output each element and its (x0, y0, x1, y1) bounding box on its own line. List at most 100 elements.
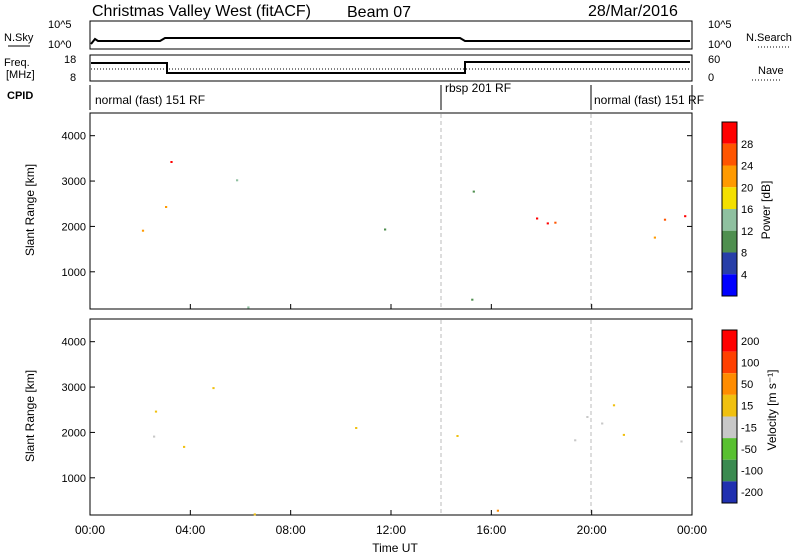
date-label: 28/Mar/2016 (588, 3, 678, 20)
echo-cell (546, 222, 549, 225)
echo-cell (536, 217, 539, 220)
colorbar-swatch (722, 122, 737, 144)
colorbar-tick-label: 20 (741, 182, 753, 194)
echo-cell (574, 439, 577, 442)
colorbar-swatch (722, 416, 737, 439)
echo-region-band_c (236, 179, 239, 182)
ytick-label: 1000 (62, 473, 86, 485)
echo-cell (653, 236, 656, 239)
xtick-label: 08:00 (276, 523, 306, 537)
colorbar-tick-label: 12 (741, 226, 753, 238)
colorbar-swatch (722, 209, 737, 231)
xtick-label: 00:00 (677, 523, 707, 537)
colorbar-tick-label: 24 (741, 161, 753, 173)
colorbar-tick-label: 16 (741, 204, 753, 216)
echo-region-ground_near (253, 509, 499, 516)
colorbar-frame (721, 121, 738, 297)
cpid-segment-2: rbsp 201 RF (445, 81, 511, 95)
colorbar-tick-label: 100 (741, 357, 759, 369)
xtick-label: 20:00 (577, 523, 607, 537)
colorbar-tick-label: 50 (741, 379, 753, 391)
colorbar-swatch (722, 252, 737, 275)
nsky-label: N.Sky (4, 32, 34, 44)
nsky-tick-top-right: 10^5 (708, 19, 732, 31)
echo-cell (496, 509, 499, 512)
nave-tick-bottom: 0 (708, 72, 714, 84)
colorbar-swatch (722, 274, 737, 296)
echo-cell (684, 215, 687, 218)
power-ylabel: Slant Range [km] (23, 164, 37, 256)
ytick-label: 2000 (62, 221, 86, 233)
echo-cell (663, 218, 667, 221)
echo-cell (253, 513, 256, 516)
ytick-label: 3000 (62, 176, 86, 188)
station-title: Christmas Valley West (fitACF) (92, 3, 311, 20)
xtick-label: 04:00 (175, 523, 205, 537)
colorbar-tick-label: -200 (741, 487, 763, 499)
echo-cell (586, 416, 589, 418)
freq-tick-top: 18 (64, 54, 76, 66)
echo-cell (384, 228, 387, 231)
xaxis-label: Time UT (372, 541, 418, 554)
colorbar-swatch (722, 351, 737, 374)
colorbar-frame (721, 329, 738, 504)
nsearch-label: N.Search (746, 32, 792, 44)
colorbar-tick-label: 28 (741, 139, 753, 151)
echo-region-band_e (536, 215, 687, 239)
colorbar-tick-label: 4 (741, 269, 747, 281)
colorbar-swatch (722, 459, 737, 482)
freq-tick-bottom: 8 (70, 72, 76, 84)
ytick-label: 1000 (62, 267, 86, 279)
power-panel: 4000 3000 2000 1000 Slant Range [km] 28 24 20… (23, 112, 773, 310)
time-axis: 00:00 04:00 08:00 12:00 16:00 20:00 00:00 (75, 304, 707, 537)
nsky-tick-bottom-left: 10^0 (48, 39, 72, 51)
echo-region-band_a (141, 206, 168, 232)
echo-region-band_d (472, 190, 475, 193)
echo-cell (165, 206, 168, 208)
ytick-label: 2000 (62, 427, 86, 439)
freq-label-2: [MHz] (6, 69, 35, 81)
echo-region-band_e (574, 404, 683, 443)
colorbar-swatch (722, 143, 737, 166)
echo-region-patch_4 (355, 427, 358, 429)
echo-cell (153, 435, 156, 438)
colorbar-tick-label: 8 (741, 248, 747, 260)
colorbar-swatch (722, 394, 737, 417)
colorbar-swatch (722, 438, 737, 460)
colorbar-swatch (722, 481, 737, 503)
cpid-segment-3: normal (fast) 151 RF (594, 93, 704, 107)
echo-cell (456, 435, 459, 437)
nsky-panel: N.Sky 10^5 10^0 10^5 10^0 N.Search (4, 19, 792, 51)
xtick-label: 16:00 (476, 523, 506, 537)
echo-region-patch_4 (384, 228, 387, 231)
freq-panel: Freq. [MHz] 18 8 60 0 Nave (4, 54, 784, 84)
velocity-panel: 4000 3000 2000 1000 Slant Range [km] 200 100… (23, 318, 779, 516)
cpid-label: CPID (7, 90, 33, 102)
echo-cell (471, 298, 474, 301)
echo-cell (212, 387, 215, 390)
colorbar-swatch (722, 330, 737, 352)
echo-cell (247, 306, 250, 309)
echo-region-band_b (170, 161, 173, 163)
colorbar-tick-label: -15 (741, 422, 757, 434)
echo-cell (141, 229, 145, 232)
xtick-label: 12:00 (376, 523, 406, 537)
echo-region-band_b (183, 445, 186, 448)
echo-region-ground_near (247, 298, 474, 309)
cpid-panel: CPID normal (fast) 151 RF rbsp 201 RF no… (7, 81, 704, 110)
echo-cell (183, 445, 186, 448)
nave-tick-top: 60 (708, 54, 720, 66)
ytick-label: 4000 (62, 131, 86, 143)
ytick-label: 4000 (62, 337, 86, 349)
colorbar-tick-label: -50 (741, 444, 757, 456)
colorbar-swatch (722, 187, 737, 209)
echo-cell (154, 410, 158, 413)
echo-cell (236, 179, 239, 182)
colorbar-swatch (722, 373, 737, 395)
cpid-segment-1: normal (fast) 151 RF (95, 93, 205, 107)
echo-region-band_a (153, 410, 158, 438)
freq-label-1: Freq. (4, 57, 30, 69)
echo-cell (680, 440, 683, 443)
echo-cell (612, 404, 616, 407)
